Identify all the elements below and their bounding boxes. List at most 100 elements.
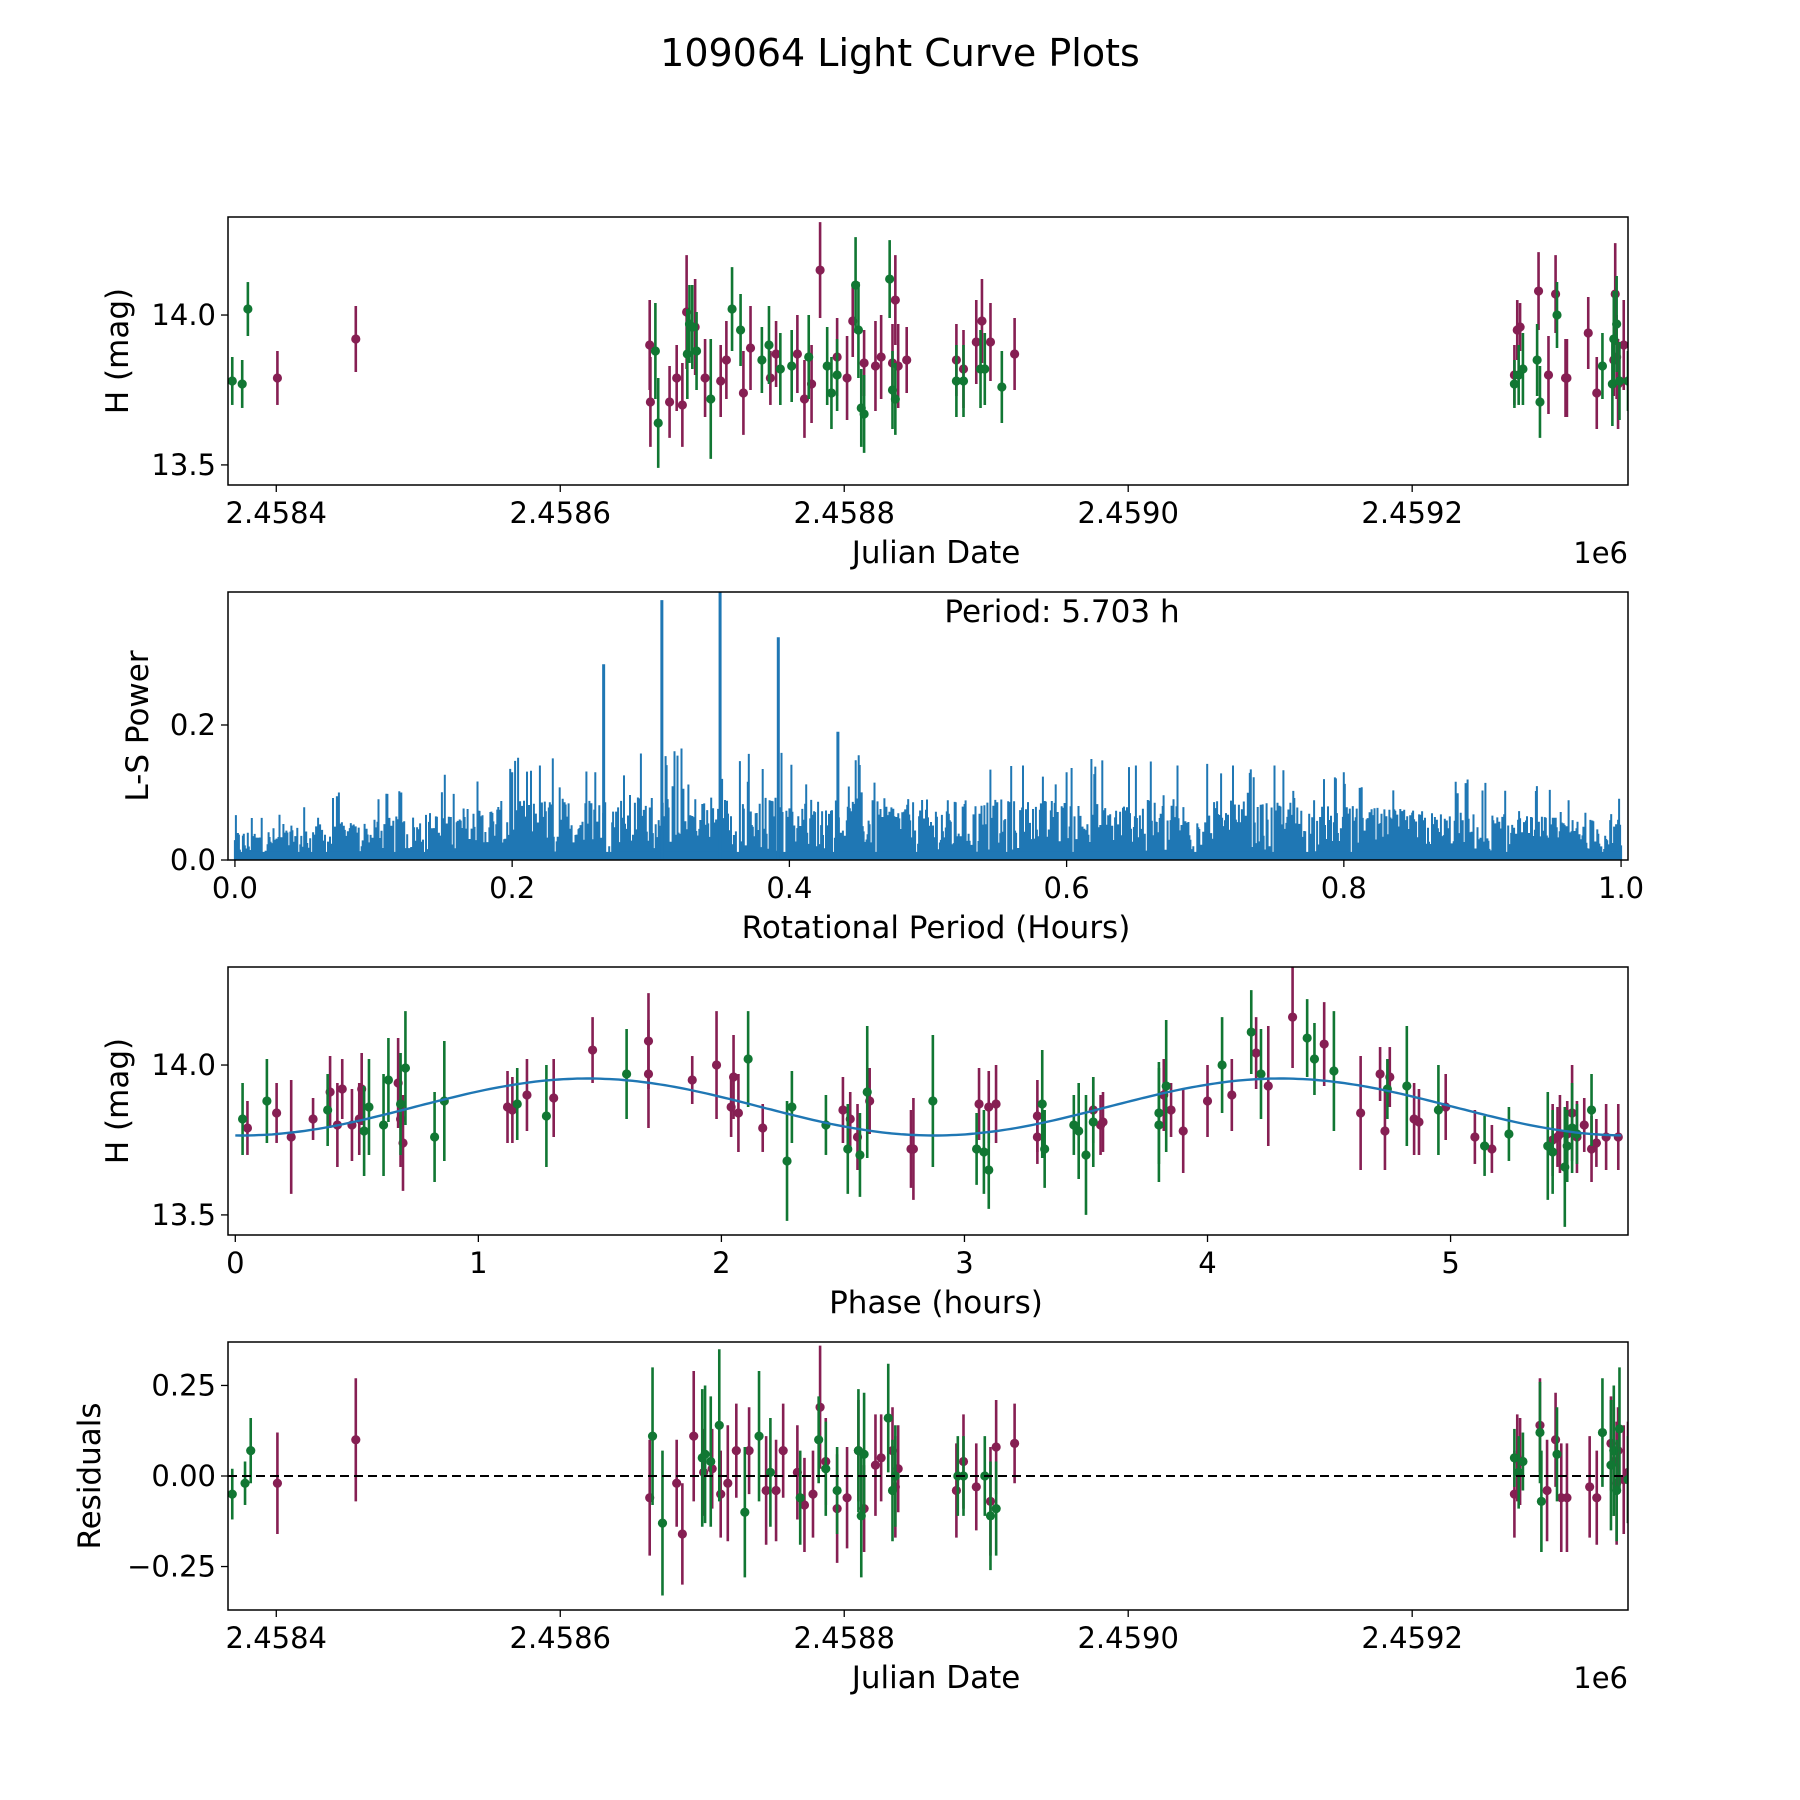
data-point bbox=[677, 400, 687, 410]
data-point bbox=[1479, 1141, 1490, 1151]
data-point bbox=[855, 1150, 865, 1160]
data-point bbox=[728, 1072, 739, 1082]
residuals-panel: 2.4584 2.4586 2.4588 2.4590 2.4592 −0.25 0.00 0… bbox=[72, 1341, 1629, 1696]
data-point bbox=[754, 1431, 764, 1441]
x-tick-label: 1 bbox=[469, 1246, 487, 1280]
data-point bbox=[971, 1482, 981, 1492]
data-point bbox=[997, 382, 1007, 392]
data-point bbox=[1612, 319, 1622, 329]
data-point bbox=[775, 364, 785, 374]
data-point bbox=[1504, 1129, 1514, 1139]
data-point bbox=[843, 1144, 853, 1154]
data-point bbox=[782, 1156, 792, 1166]
data-point bbox=[1202, 1096, 1213, 1106]
x-tick-label: 2 bbox=[712, 1246, 730, 1280]
data-point bbox=[706, 1456, 716, 1467]
x-tick-label: 2.4586 bbox=[510, 496, 611, 530]
data-point bbox=[1178, 1126, 1188, 1136]
data-point bbox=[744, 1446, 754, 1456]
data-point bbox=[832, 1485, 842, 1496]
data-point bbox=[1256, 1069, 1266, 1079]
data-point bbox=[1302, 1033, 1312, 1043]
x-axis-label: Rotational Period (Hours) bbox=[742, 910, 1131, 946]
data-point bbox=[1592, 1493, 1602, 1503]
data-point bbox=[1614, 376, 1625, 386]
data-point bbox=[378, 1120, 389, 1130]
x-tick-label: 0.8 bbox=[1321, 871, 1367, 905]
x-tick-label: 2.4588 bbox=[793, 496, 894, 530]
data-point bbox=[228, 1489, 237, 1499]
data-point bbox=[1614, 1424, 1625, 1434]
data-point bbox=[883, 1413, 893, 1423]
periodogram-series bbox=[233, 592, 1623, 860]
data-point bbox=[700, 1449, 710, 1459]
axes-frame bbox=[227, 216, 1629, 486]
data-point bbox=[1487, 1144, 1497, 1154]
data-point bbox=[738, 388, 749, 398]
data-point bbox=[862, 1087, 872, 1097]
data-point bbox=[1217, 1060, 1227, 1070]
data-point bbox=[549, 1093, 559, 1103]
data-point bbox=[984, 1165, 994, 1175]
y-tick-label: 14.0 bbox=[151, 298, 216, 332]
data-point bbox=[1552, 1449, 1562, 1459]
x-tick-label: 2.4590 bbox=[1077, 496, 1178, 530]
data-point bbox=[951, 376, 961, 386]
data-point bbox=[1010, 1438, 1020, 1449]
y-tick-label: 13.5 bbox=[151, 448, 216, 482]
data-point bbox=[1251, 1048, 1261, 1058]
data-point bbox=[951, 1485, 961, 1496]
x-axis-label: Phase (hours) bbox=[829, 1285, 1043, 1321]
data-point bbox=[1166, 1105, 1176, 1115]
data-point bbox=[512, 1099, 522, 1109]
x-axis-label: Julian Date bbox=[850, 1660, 1021, 1696]
data-point bbox=[740, 1507, 750, 1517]
data-points bbox=[237, 967, 1623, 1227]
data-point bbox=[1074, 1126, 1084, 1136]
data-point bbox=[1514, 1467, 1524, 1477]
data-point bbox=[765, 1467, 775, 1477]
data-point bbox=[958, 376, 969, 386]
data-point bbox=[979, 1147, 989, 1157]
data-point bbox=[876, 1453, 886, 1463]
data-point bbox=[700, 373, 710, 383]
data-point bbox=[842, 373, 852, 383]
data-point bbox=[974, 1099, 984, 1109]
data-point bbox=[664, 397, 675, 407]
data-point bbox=[757, 355, 767, 365]
y-tick-label: 0.2 bbox=[170, 708, 216, 742]
data-point bbox=[1470, 1132, 1480, 1142]
x-tick-label: 2.4584 bbox=[226, 496, 327, 530]
axes-frame bbox=[227, 591, 1629, 861]
x-tick-label: 3 bbox=[955, 1246, 973, 1280]
data-point bbox=[1098, 1117, 1108, 1127]
data-point bbox=[799, 394, 810, 404]
data-point bbox=[991, 1442, 1001, 1452]
x-tick-label: 5 bbox=[1441, 1246, 1459, 1280]
data-point bbox=[645, 340, 655, 350]
data-point bbox=[1040, 1144, 1050, 1154]
data-point bbox=[308, 1114, 318, 1124]
data-point bbox=[272, 1478, 283, 1488]
data-point bbox=[672, 1478, 682, 1488]
data-point bbox=[359, 1126, 369, 1136]
data-point bbox=[687, 322, 697, 332]
x-tick-label: 2.4590 bbox=[1077, 1621, 1178, 1655]
y-axis-label: H (mag) bbox=[100, 288, 136, 414]
x-tick-label: 4 bbox=[1198, 1246, 1216, 1280]
data-point bbox=[977, 316, 987, 326]
data-point bbox=[778, 1446, 788, 1456]
data-point bbox=[1548, 1147, 1558, 1157]
data-point bbox=[622, 1069, 632, 1079]
data-point bbox=[1585, 1482, 1595, 1492]
data-point bbox=[735, 325, 746, 335]
data-point bbox=[1533, 286, 1544, 296]
data-point bbox=[1246, 1027, 1256, 1037]
data-point bbox=[672, 373, 682, 383]
data-point bbox=[522, 1090, 532, 1100]
data-point bbox=[832, 370, 842, 380]
data-point bbox=[721, 355, 731, 365]
data-point bbox=[714, 1420, 724, 1430]
x-tick-label: 1.0 bbox=[1598, 871, 1644, 905]
